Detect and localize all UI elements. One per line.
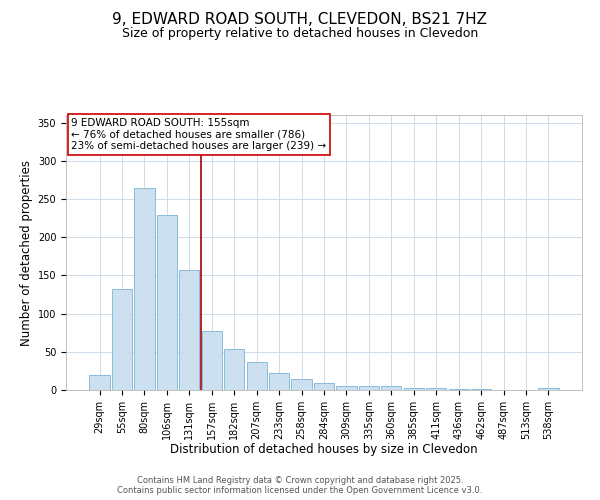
Text: 9 EDWARD ROAD SOUTH: 155sqm
← 76% of detached houses are smaller (786)
23% of se: 9 EDWARD ROAD SOUTH: 155sqm ← 76% of det… xyxy=(71,118,326,151)
Text: Size of property relative to detached houses in Clevedon: Size of property relative to detached ho… xyxy=(122,28,478,40)
Bar xyxy=(471,389,491,390)
Bar xyxy=(202,331,222,390)
Bar xyxy=(292,380,311,390)
Y-axis label: Number of detached properties: Number of detached properties xyxy=(20,160,34,346)
Bar xyxy=(247,362,267,390)
Bar xyxy=(269,373,289,390)
Bar xyxy=(404,388,424,390)
Bar xyxy=(426,388,446,390)
Bar xyxy=(359,386,379,390)
Text: 9, EDWARD ROAD SOUTH, CLEVEDON, BS21 7HZ: 9, EDWARD ROAD SOUTH, CLEVEDON, BS21 7HZ xyxy=(113,12,487,28)
Bar xyxy=(224,349,244,390)
Bar xyxy=(538,388,559,390)
Bar xyxy=(449,389,469,390)
Bar xyxy=(157,215,177,390)
Bar xyxy=(134,188,155,390)
Bar xyxy=(89,374,110,390)
Text: Contains HM Land Registry data © Crown copyright and database right 2025.
Contai: Contains HM Land Registry data © Crown c… xyxy=(118,476,482,495)
Bar xyxy=(112,289,132,390)
Bar xyxy=(314,383,334,390)
Bar xyxy=(337,386,356,390)
Bar xyxy=(381,386,401,390)
X-axis label: Distribution of detached houses by size in Clevedon: Distribution of detached houses by size … xyxy=(170,444,478,456)
Bar xyxy=(179,270,199,390)
